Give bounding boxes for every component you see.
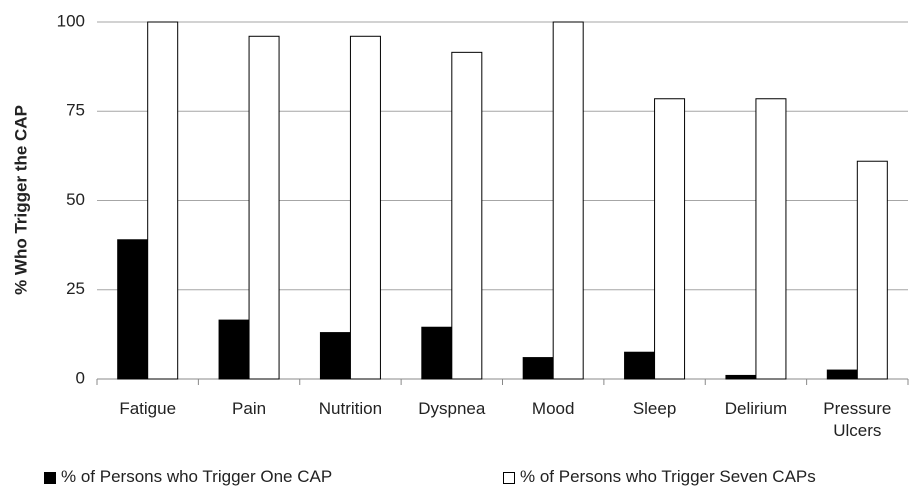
bar — [147, 21, 179, 380]
bar — [451, 51, 483, 380]
y-tick-label: 0 — [76, 368, 85, 387]
legend-label: % of Persons who Trigger Seven CAPs — [520, 467, 816, 486]
bar — [218, 319, 250, 380]
bar — [522, 357, 554, 380]
bar — [248, 35, 280, 380]
bar — [349, 35, 381, 380]
bar — [725, 374, 757, 380]
bar — [552, 21, 584, 380]
bar — [421, 326, 453, 380]
x-tick-label: Delirium — [724, 399, 788, 418]
x-tick-label: Pressure Ulcers — [823, 399, 892, 440]
x-tick-label: Dyspnea — [418, 399, 486, 418]
legend-label: % of Persons who Trigger One CAP — [61, 467, 333, 486]
legend-swatch — [503, 472, 515, 484]
x-tick-label: Sleep — [632, 399, 677, 418]
y-tick-label: 75 — [66, 101, 85, 120]
bar — [826, 369, 858, 380]
legend-swatch — [44, 472, 56, 484]
y-axis-label: % Who Trigger the CAP — [11, 105, 30, 295]
x-tick-label: Mood — [531, 399, 575, 418]
x-tick-label: Nutrition — [318, 399, 383, 418]
bar — [755, 98, 787, 380]
bar — [624, 351, 656, 380]
y-tick-label: 25 — [66, 279, 85, 298]
x-tick-label: Pain — [232, 399, 267, 418]
bar — [117, 239, 149, 380]
y-tick-label: 50 — [66, 190, 85, 209]
bar — [319, 332, 351, 380]
bar — [654, 98, 686, 380]
x-tick-label: Fatigue — [119, 399, 177, 418]
y-tick-label: 100 — [57, 11, 85, 30]
bar — [856, 160, 888, 380]
